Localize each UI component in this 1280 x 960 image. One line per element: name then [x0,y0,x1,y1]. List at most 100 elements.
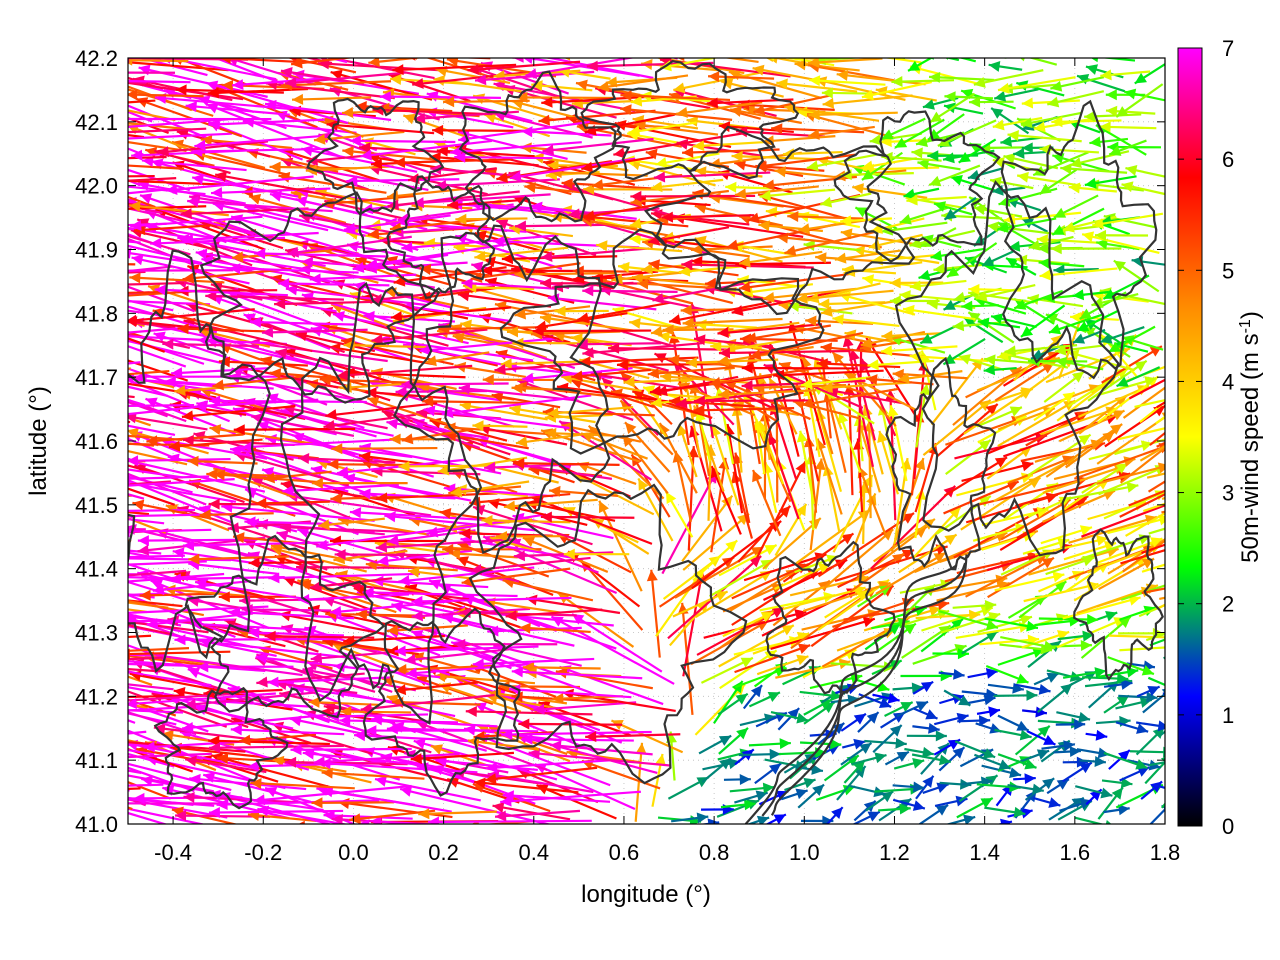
wind-vector [128,580,187,601]
wind-vector [450,480,530,498]
wind-vector-shaft [378,337,534,362]
wind-vector-head [892,368,904,380]
wind-vector-head [0,835,7,846]
wind-vector-head [152,584,165,596]
wind-vector-shaft [187,459,258,465]
wind-vector-head [915,701,929,712]
wind-vector-head [290,744,302,756]
wind-vector-shaft [261,328,368,334]
wind-vector-shaft [795,508,871,565]
wind-vector [849,552,905,593]
wind-vector-head [1146,691,1158,703]
wind-vector-shaft [469,492,571,505]
wind-vector-shaft [930,357,984,426]
wind-vector [624,421,671,473]
wind-vector-head [249,316,262,328]
wind-vector-head [375,775,387,787]
wind-vector-head [137,535,149,547]
wind-vector-head [1069,746,1081,758]
wind-vector [1043,370,1085,403]
wind-vector [840,712,867,732]
wind-vector [665,491,694,538]
wind-vector [437,456,528,476]
wind-vector [128,623,172,636]
wind-vector [1141,543,1165,554]
wind-vector-head [229,606,241,618]
wind-vector-shaft [807,435,818,513]
wind-vector-head [767,692,780,703]
wind-vector-shaft [533,701,637,712]
wind-vector [898,533,958,574]
wind-vector-shaft [367,397,454,427]
wind-vector-shaft [762,517,822,570]
wind-vector-shaft [128,762,232,792]
wind-vector-head [1016,673,1029,684]
wind-vector-shaft [128,404,195,407]
wind-vector [1013,683,1051,695]
wind-vector-shaft [255,656,348,668]
wind-vector-head [482,374,494,386]
wind-vector-shaft [536,784,617,820]
wind-vector-head [887,405,899,418]
wind-vector-shaft [756,460,807,559]
wind-vector-head [62,652,74,662]
wind-vector-head [387,645,399,657]
wind-vector-head [218,591,230,603]
wind-vector [513,550,614,562]
wind-vector [370,816,445,824]
wind-vector [961,630,999,655]
wind-vector-head [1157,462,1165,474]
wind-vector-head [1209,377,1221,388]
wind-vector-shaft [585,733,681,738]
wind-vector-head [439,508,452,519]
wind-vector-shaft [857,465,888,538]
wind-vector [1007,783,1044,795]
wind-vector-head [662,324,674,336]
wind-vector-head [183,791,195,803]
wind-vector-shaft [374,777,481,802]
wind-vector-head [454,638,466,650]
wind-vector-head [1004,345,1017,357]
wind-vector-head [1094,756,1106,767]
wind-vector-head [38,646,49,657]
wind-vector-head [318,519,330,531]
wind-vector-shaft [1096,465,1165,485]
wind-vector-shaft [128,269,234,272]
wind-vector [866,374,934,386]
wind-vector-head [197,661,209,673]
wind-vector-head [797,643,811,655]
wind-vector [841,738,866,750]
wind-vector [671,812,709,824]
wind-vector-head [26,783,37,794]
wind-vector-shaft [987,556,1055,599]
wind-vector-head [511,666,524,678]
wind-vector-shaft [209,399,367,404]
wind-vector-shaft [580,432,648,460]
wind-vector-head [418,808,430,820]
wind-vector [174,384,243,397]
wind-vector-head [194,400,207,412]
wind-vector-head [1000,818,1012,824]
wind-vector [1074,785,1113,799]
wind-vector-head [625,422,637,435]
wind-vector-head [363,310,375,322]
wind-vector [407,566,473,580]
wind-vector-shaft [136,571,238,598]
wind-vector-head [367,396,380,407]
wind-vector-shaft [55,486,123,487]
wind-vector-head [831,807,843,820]
wind-vector [997,714,1030,732]
wind-vector-head [327,458,339,470]
wind-vector-head [1136,723,1149,734]
wind-vector-head [208,735,220,747]
wind-vector-shaft [1141,543,1165,554]
wind-vector-head [0,389,12,399]
wind-vector-head [1026,620,1038,632]
wind-vector-head [1097,747,1110,759]
wind-vector-shaft [821,357,832,439]
wind-vector [864,737,907,749]
wind-vector-head [1060,683,1073,695]
wind-vector-head [1208,632,1219,643]
wind-vector-shaft [247,813,317,823]
wind-vector [539,313,634,332]
